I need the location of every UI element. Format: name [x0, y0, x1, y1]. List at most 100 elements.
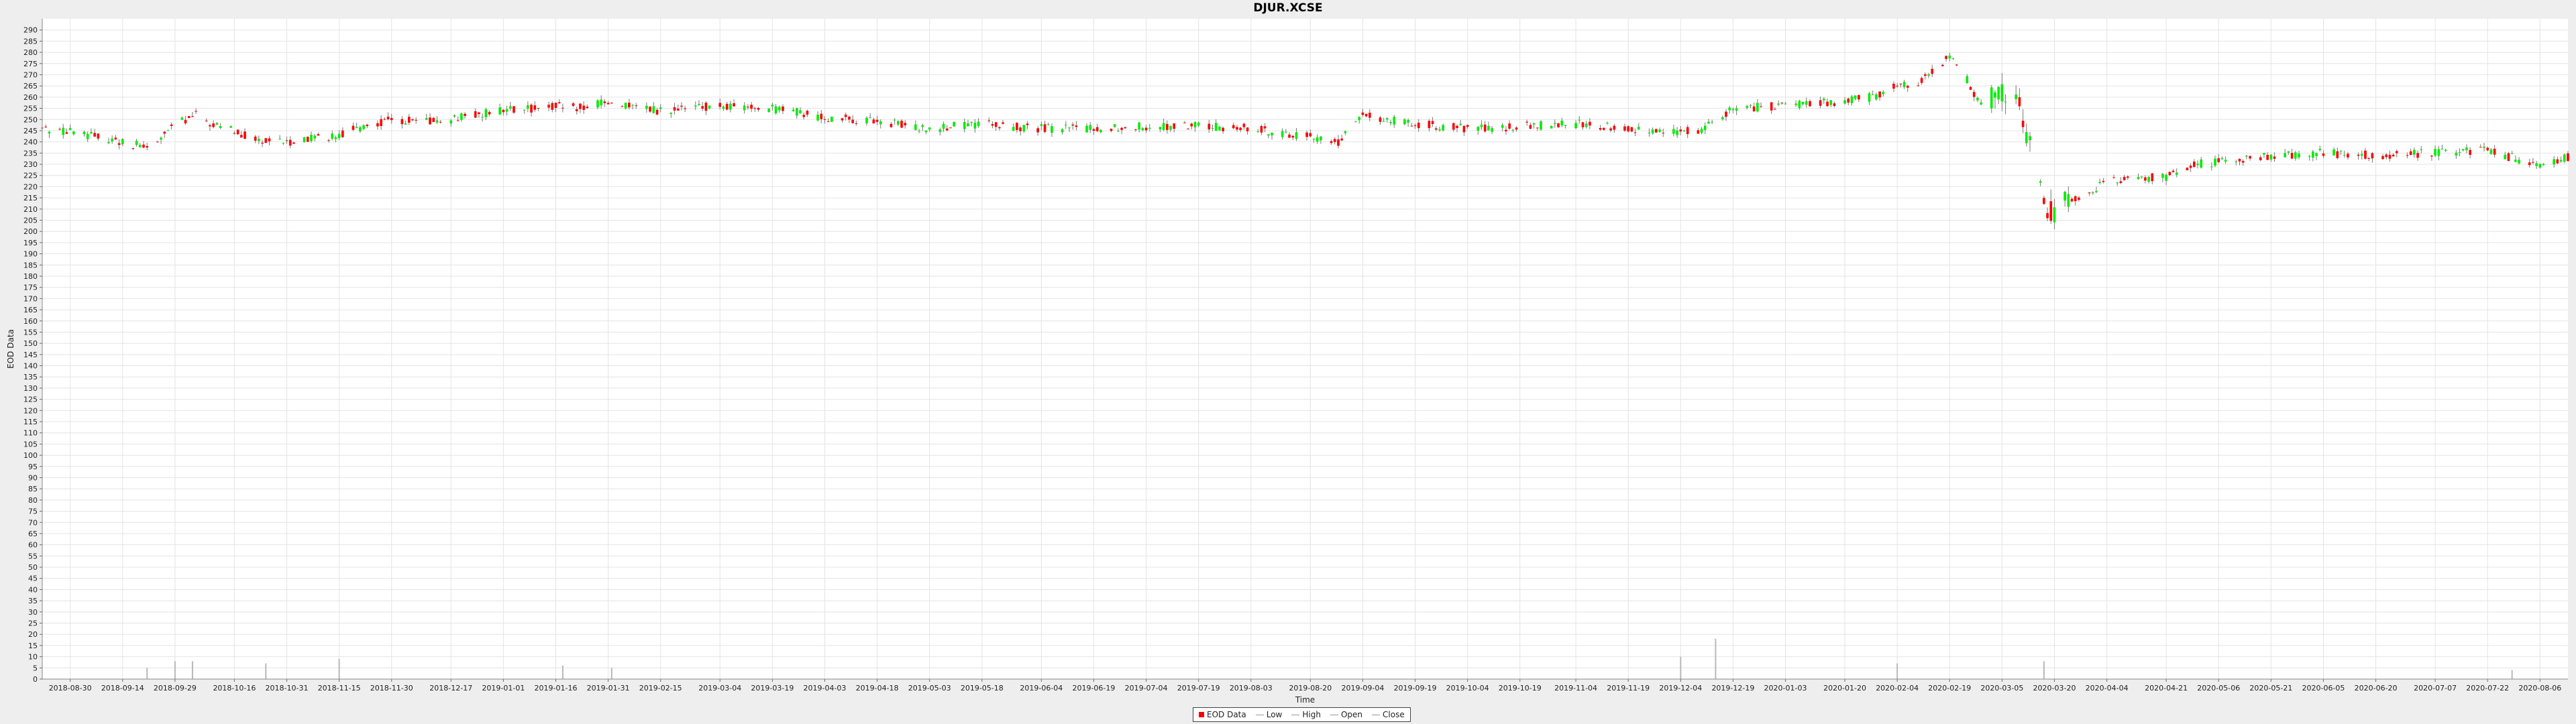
- candle-body: [1138, 122, 1140, 130]
- candle-body: [1822, 99, 1825, 101]
- candle-body: [288, 139, 292, 146]
- candle-body: [1854, 95, 1857, 99]
- candle-body: [268, 138, 271, 141]
- candle-body: [2000, 84, 2004, 102]
- candle-body: [1026, 123, 1029, 125]
- y-tick-label: 200: [23, 227, 38, 236]
- candle-body: [2563, 154, 2566, 162]
- candle-body: [816, 115, 819, 121]
- candle-body: [718, 103, 722, 107]
- candle-body: [2214, 158, 2216, 166]
- y-tick-label: 175: [23, 284, 38, 292]
- y-tick-label: 25: [28, 619, 38, 628]
- candle-body: [1144, 127, 1148, 131]
- candle-body: [1847, 98, 1850, 103]
- candle-body: [851, 119, 854, 123]
- y-tick-label: 280: [23, 48, 38, 57]
- candle-body: [733, 103, 735, 107]
- candle-body: [680, 105, 683, 107]
- candle-body: [1508, 123, 1511, 129]
- x-axis-label: Time: [1295, 695, 1315, 705]
- y-tick-label: 145: [23, 351, 38, 359]
- y-tick-label: 180: [23, 272, 38, 281]
- y-tick-label: 125: [23, 396, 38, 404]
- candle-body: [1407, 120, 1409, 123]
- candle-body: [1124, 127, 1127, 129]
- candle-body: [1902, 82, 1906, 87]
- candle-body: [1085, 125, 1088, 133]
- candle-body: [1354, 121, 1357, 122]
- y-tick-label: 255: [23, 105, 38, 113]
- y-tick-label: 220: [23, 182, 38, 191]
- candle-body: [1410, 125, 1413, 127]
- candle-body: [1431, 121, 1434, 124]
- candle-body: [114, 137, 117, 139]
- candle-body: [1564, 125, 1567, 126]
- candle-body: [2465, 147, 2468, 151]
- plot-area: [42, 19, 2568, 679]
- candle-body: [704, 103, 708, 111]
- candle-body: [508, 106, 512, 109]
- candle-body: [596, 100, 599, 108]
- candle-body: [621, 106, 624, 107]
- legend-label-low: Low: [1266, 710, 1283, 719]
- candle-body: [1462, 125, 1466, 133]
- candle-body: [1868, 93, 1871, 102]
- volume-bar: [191, 661, 193, 679]
- candle-body: [1246, 127, 1249, 131]
- candle-body: [1819, 100, 1822, 106]
- x-tick-label: 2020-02-04: [1876, 684, 1919, 692]
- candle-body: [1092, 129, 1095, 131]
- candle-body: [631, 105, 634, 106]
- x-tick-label: 2020-05-06: [2197, 684, 2240, 692]
- candle-body: [2434, 149, 2436, 156]
- candle-body: [963, 121, 966, 129]
- candle-body: [743, 105, 746, 111]
- candle-body: [2347, 154, 2349, 158]
- candle-body: [1452, 123, 1455, 130]
- candle-body: [156, 141, 159, 143]
- candle-body: [1239, 127, 1242, 131]
- candle-body: [635, 105, 638, 107]
- candle-body: [380, 119, 382, 127]
- candle-body: [1110, 128, 1113, 131]
- candle-body: [2200, 159, 2203, 168]
- volume-bar: [338, 658, 340, 679]
- x-tick-label: 2019-01-16: [535, 684, 578, 692]
- candle-body: [2151, 173, 2154, 182]
- y-tick-label: 10: [28, 653, 38, 662]
- candle-body: [1672, 129, 1675, 134]
- candle-body: [2123, 176, 2126, 180]
- candle-body: [2336, 151, 2339, 158]
- candle-body: [2409, 151, 2412, 156]
- candle-body: [1735, 108, 1738, 111]
- candle-body: [215, 123, 219, 125]
- candle-body: [1833, 103, 1836, 107]
- candle-body: [2074, 196, 2077, 202]
- candle-body: [1627, 126, 1630, 132]
- candle-body: [1148, 127, 1151, 129]
- candle-body: [551, 103, 554, 110]
- candle-body: [1068, 127, 1071, 129]
- x-tick-label: 2019-09-19: [1394, 684, 1437, 692]
- candle-body: [953, 121, 955, 127]
- volume-bar: [174, 661, 176, 679]
- candle-body: [1232, 125, 1235, 129]
- candle-body: [973, 123, 977, 129]
- candle-body: [655, 109, 659, 115]
- y-tick-label: 240: [23, 138, 38, 147]
- x-tick-label: 2019-10-04: [1446, 684, 1489, 692]
- candle-body: [2392, 154, 2395, 157]
- candle-body: [1417, 122, 1420, 129]
- candle-body: [453, 115, 456, 117]
- candle-body: [806, 111, 809, 115]
- candle-body: [2220, 158, 2224, 160]
- candle-body: [2322, 154, 2325, 156]
- legend-item-open: Open: [1330, 710, 1362, 719]
- candle-body: [292, 142, 295, 144]
- x-tick-label: 2020-02-19: [1928, 684, 1971, 692]
- candle-body: [303, 137, 306, 142]
- candle-body: [1990, 87, 1993, 109]
- candle-body: [1095, 127, 1099, 131]
- candle-body: [669, 113, 673, 114]
